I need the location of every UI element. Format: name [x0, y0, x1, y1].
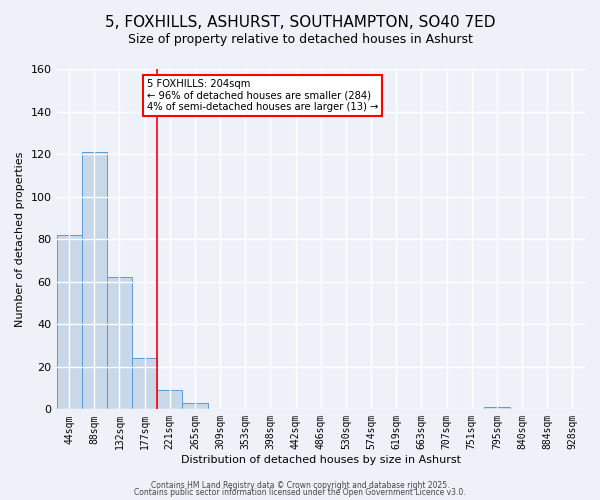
X-axis label: Distribution of detached houses by size in Ashurst: Distribution of detached houses by size … [181, 455, 461, 465]
Bar [182, 403, 208, 409]
Text: 5 FOXHILLS: 204sqm
← 96% of detached houses are smaller (284)
4% of semi-detache: 5 FOXHILLS: 204sqm ← 96% of detached hou… [146, 79, 378, 112]
Bar [56, 235, 82, 410]
Text: 5, FOXHILLS, ASHURST, SOUTHAMPTON, SO40 7ED: 5, FOXHILLS, ASHURST, SOUTHAMPTON, SO40 … [105, 15, 495, 30]
Bar [484, 407, 509, 410]
Bar [107, 278, 132, 409]
Bar [132, 358, 157, 410]
Text: Size of property relative to detached houses in Ashurst: Size of property relative to detached ho… [128, 32, 472, 46]
Text: Contains public sector information licensed under the Open Government Licence v3: Contains public sector information licen… [134, 488, 466, 497]
Text: Contains HM Land Registry data © Crown copyright and database right 2025.: Contains HM Land Registry data © Crown c… [151, 480, 449, 490]
Y-axis label: Number of detached properties: Number of detached properties [15, 152, 25, 327]
Bar [82, 152, 107, 409]
Bar [157, 390, 182, 409]
